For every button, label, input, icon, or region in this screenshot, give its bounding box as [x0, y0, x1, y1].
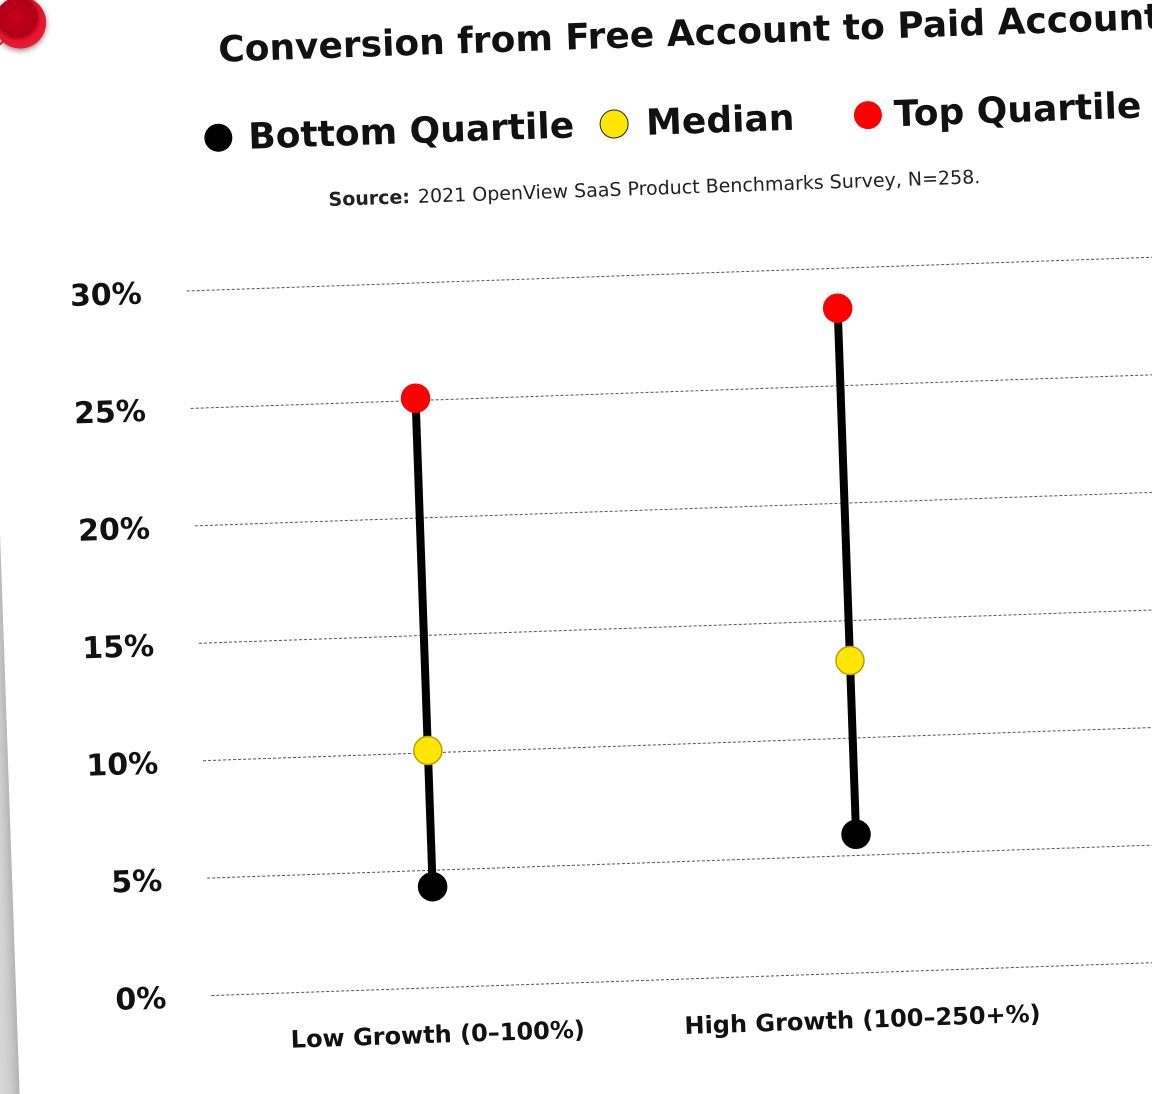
data-point-median — [835, 645, 865, 676]
data-point-bottom-quartile — [841, 819, 871, 850]
chart-title: Conversion from Free Account to Paid Acc… — [218, 0, 1152, 71]
legend-bottom-quartile-marker — [204, 123, 233, 152]
legend-median-marker — [599, 109, 629, 139]
gridline — [186, 254, 1152, 292]
gridline — [194, 488, 1152, 527]
data-point-median — [413, 735, 443, 766]
y-tick-label: 25% — [73, 394, 146, 431]
x-category-label: High Growth (100–250+%) — [684, 1000, 1041, 1040]
y-tick-label: 15% — [82, 629, 155, 666]
data-point-bottom-quartile — [417, 871, 448, 902]
gridlines — [186, 254, 1152, 997]
x-category-label: Low Growth (0–100%) — [290, 1016, 585, 1054]
gridline — [190, 371, 1152, 409]
gridline — [207, 841, 1152, 879]
source-note: Source: 2021 OpenView SaaS Product Benchm… — [328, 166, 980, 211]
x-axis-categories: Low Growth (0–100%) High Growth (100–250+… — [290, 1000, 1041, 1054]
gridline — [198, 606, 1152, 644]
data-point-top-quartile — [822, 293, 853, 323]
legend-top-quartile-marker — [853, 101, 882, 130]
legend-median-label: Median — [645, 98, 795, 144]
data-points — [400, 293, 871, 902]
gridline — [211, 958, 1152, 997]
y-tick-label: 0% — [115, 981, 167, 1018]
source-label: Source: — [328, 186, 410, 211]
legend-top-quartile-label: Top Quartile — [893, 86, 1142, 136]
range-stems — [411, 308, 861, 887]
y-axis-ticks: 0% 5% 10% 15% 20% 25% 30% — [69, 277, 167, 1018]
legend: Bottom Quartile Median Top Quartile — [204, 86, 1142, 158]
legend-bottom-quartile-label: Bottom Quartile — [248, 105, 575, 157]
data-point-top-quartile — [400, 383, 431, 413]
gridline — [203, 723, 1152, 762]
y-tick-label: 20% — [78, 511, 151, 548]
range-stem — [411, 398, 437, 887]
y-tick-label: 5% — [111, 864, 163, 901]
source-text: 2021 OpenView SaaS Product Benchmarks Su… — [418, 166, 981, 208]
range-stem — [833, 308, 861, 835]
y-tick-label: 30% — [69, 277, 142, 314]
y-tick-label: 10% — [86, 746, 159, 783]
